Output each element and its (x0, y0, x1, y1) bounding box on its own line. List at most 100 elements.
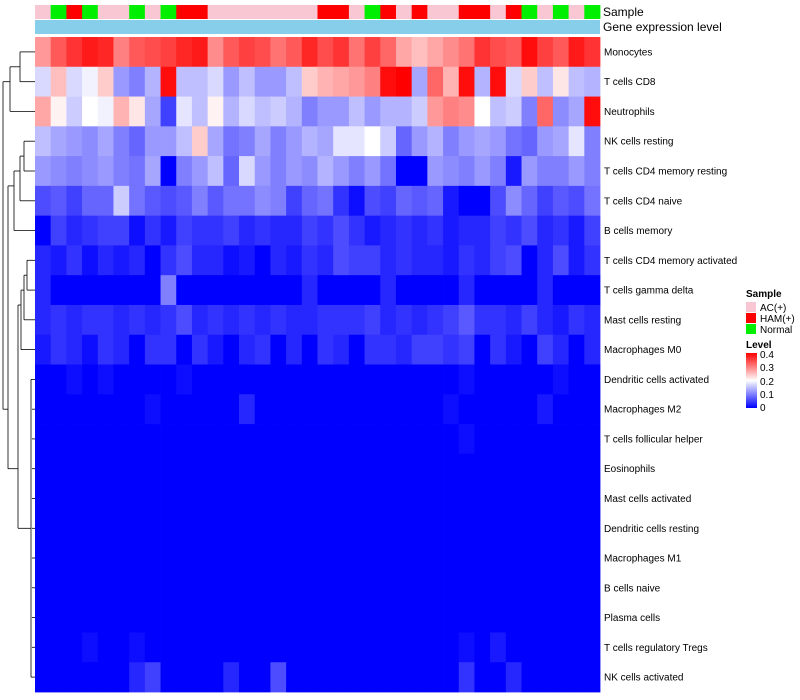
heatmap-cell (521, 543, 538, 574)
sample-annotation-cell (113, 5, 130, 19)
heatmap-cell (97, 632, 114, 663)
heatmap-cell (317, 424, 334, 455)
heatmap-cell (82, 185, 99, 217)
heatmap-cell (458, 37, 475, 68)
heatmap-cell (82, 632, 99, 663)
heatmap-cell (411, 304, 428, 336)
heatmap-cell (97, 66, 114, 97)
level-colorbar (746, 353, 757, 408)
heatmap-cell (97, 304, 114, 336)
heatmap-cell (35, 185, 52, 217)
heatmap-cell (333, 483, 350, 514)
heatmap-cell (50, 364, 67, 395)
heatmap-cell (223, 304, 240, 336)
heatmap-cell (129, 394, 146, 425)
heatmap-cell (474, 185, 491, 217)
heatmap-cell (35, 364, 52, 395)
heatmap-cell (348, 632, 365, 663)
heatmap-cell (552, 37, 570, 68)
heatmap-cell (223, 602, 240, 633)
heatmap-cell (521, 215, 538, 246)
heatmap-cell (364, 96, 381, 127)
heatmap-cell (395, 66, 413, 97)
heatmap-cell (427, 424, 444, 455)
heatmap-cell (380, 245, 397, 276)
heatmap-cell (82, 394, 99, 425)
row-label: T cells regulatory Tregs (604, 643, 708, 654)
heatmap-cell (521, 424, 538, 455)
heatmap-cell (144, 602, 161, 633)
heatmap-cell (191, 96, 209, 127)
heatmap-cell (286, 96, 303, 127)
heatmap-cell (301, 334, 318, 365)
heatmap-cell (286, 662, 303, 693)
heatmap-cell (411, 394, 428, 425)
heatmap-cell (113, 424, 130, 455)
heatmap-cell (474, 66, 491, 97)
heatmap-cell (270, 662, 287, 693)
heatmap-cell (505, 215, 522, 246)
heatmap-cell (97, 572, 114, 604)
heatmap-cell (301, 543, 318, 574)
heatmap-cell (521, 126, 538, 157)
heatmap-cell (50, 66, 67, 97)
heatmap-cell (35, 453, 52, 484)
heatmap-cell (144, 662, 161, 693)
heatmap-cell (568, 334, 585, 365)
heatmap-cell (239, 543, 256, 574)
heatmap-cell (348, 453, 365, 484)
heatmap-cell (395, 394, 413, 425)
sample-annotation-cell (364, 5, 381, 19)
heatmap-cell (270, 275, 287, 306)
heatmap-cell (129, 543, 146, 574)
heatmap-cell (239, 96, 256, 127)
heatmap-cell (537, 245, 554, 276)
heatmap-cells (35, 37, 601, 693)
heatmap-cell (521, 632, 538, 663)
heatmap-cell (270, 543, 287, 574)
heatmap-cell (333, 185, 350, 217)
sample-annotation-cell (97, 5, 114, 19)
heatmap-cell (490, 304, 507, 336)
heatmap-cell (207, 334, 224, 365)
heatmap-cell (380, 572, 397, 604)
heatmap-cell (270, 424, 287, 455)
sample-annotation-cell (254, 5, 271, 19)
heatmap-cell (254, 275, 271, 306)
heatmap-cell (443, 185, 460, 217)
heatmap-cell (427, 453, 444, 484)
heatmap-cell (113, 662, 130, 693)
row-label: Macrophages M1 (604, 554, 682, 565)
heatmap-cell (207, 275, 224, 306)
sample-annotation-cell (301, 5, 318, 19)
row-label: T cells CD4 memory resting (604, 167, 727, 178)
heatmap-cell (254, 572, 271, 604)
heatmap-cell (50, 632, 67, 663)
heatmap-cell (458, 156, 475, 187)
heatmap-cell (113, 543, 130, 574)
heatmap-cell (301, 126, 318, 157)
heatmap-cell (160, 96, 177, 127)
heatmap-cell (239, 662, 256, 693)
heatmap-cell (333, 126, 350, 157)
heatmap-cell (537, 394, 554, 425)
row-label: B cells memory (604, 226, 672, 237)
heatmap-cell (474, 96, 491, 127)
heatmap-cell (395, 572, 413, 604)
heatmap-cell (568, 483, 585, 514)
heatmap-cell (113, 572, 130, 604)
heatmap-cell (584, 334, 601, 365)
heatmap-cell (584, 364, 601, 395)
heatmap-cell (129, 275, 146, 306)
heatmap-cell (239, 126, 256, 157)
heatmap-cell (380, 453, 397, 484)
sample-annotation-cell (490, 5, 507, 19)
heatmap-cell (35, 156, 52, 187)
level-legend-title: Level (746, 340, 772, 351)
heatmap-cell (505, 394, 522, 425)
heatmap-cell (160, 334, 177, 365)
heatmap-cell (254, 126, 271, 157)
sample-annotation-cell (160, 5, 177, 19)
heatmap-cell (584, 602, 601, 633)
heatmap-cell (160, 364, 177, 395)
